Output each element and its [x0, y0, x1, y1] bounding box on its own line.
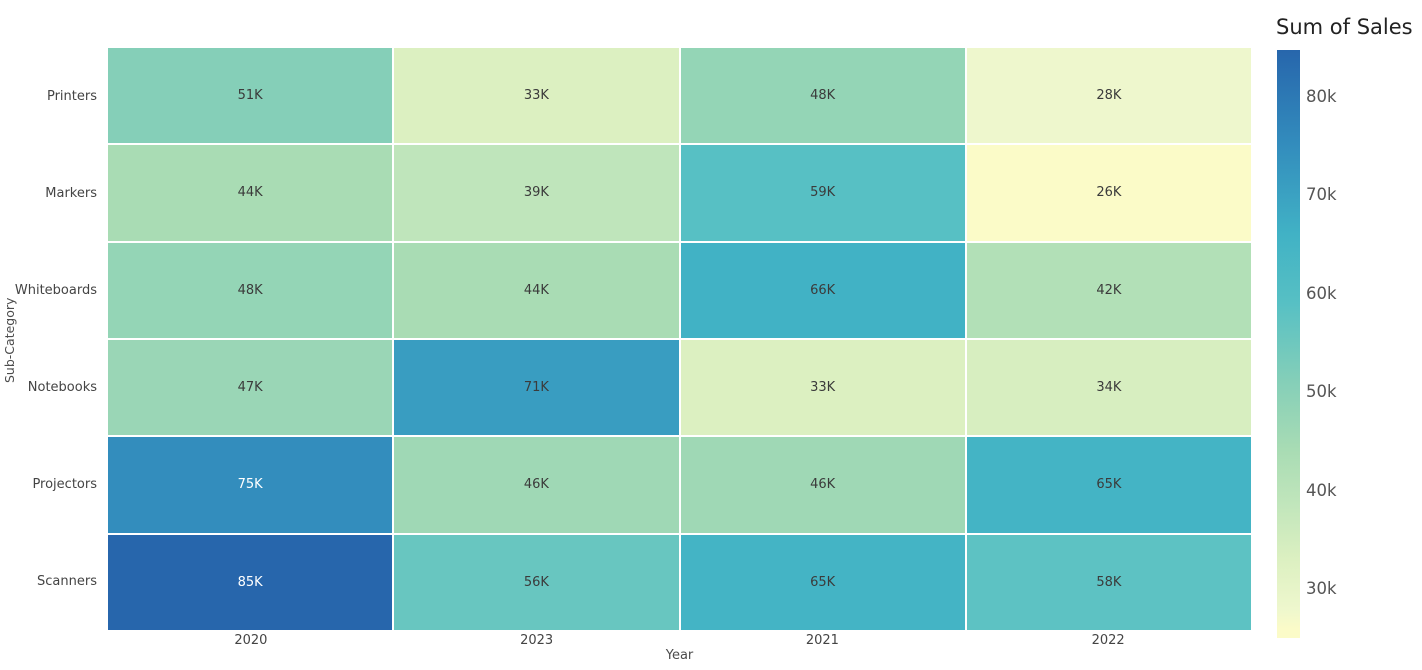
y-axis: Printers Markers Whiteboards Notebooks Proje… — [0, 48, 103, 630]
heatmap-cell[interactable]: 34K — [966, 340, 1251, 436]
heatmap-cell[interactable]: 85K — [108, 534, 393, 630]
heatmap-cell[interactable]: 47K — [108, 340, 393, 436]
x-tick-label: 2022 — [1091, 633, 1125, 648]
heatmap-cell[interactable]: 44K — [394, 242, 679, 338]
x-tick-label: 2021 — [805, 633, 839, 648]
heatmap-cell[interactable]: 46K — [394, 437, 679, 533]
x-axis-title: Year — [665, 648, 694, 663]
heatmap-cell[interactable]: 48K — [680, 48, 965, 144]
y-tick-label: Projectors — [32, 477, 97, 492]
heatmap-cell[interactable]: 71K — [394, 340, 679, 436]
colorbar-tick-label: 70k — [1306, 185, 1337, 205]
heatmap-cell[interactable]: 46K — [680, 437, 965, 533]
y-tick-label: Printers — [46, 89, 97, 104]
x-tick-label: 2023 — [520, 633, 554, 648]
heatmap-plot-area: 51K 33K 48K 28K 44K 39K 59K 26K 48K 44K 66K 42K 47K 7… — [108, 48, 1251, 630]
heatmap-cell[interactable]: 58K — [966, 534, 1251, 630]
heatmap-cell[interactable]: 28K — [966, 48, 1251, 144]
heatmap-cell[interactable]: 66K — [680, 242, 965, 338]
colorbar-tick-label: 30k — [1306, 579, 1337, 599]
legend-title: Sum of Sales — [1276, 15, 1413, 39]
colorbar-tick-label: 80k — [1306, 86, 1337, 106]
y-tick-label: Whiteboards — [14, 283, 97, 298]
x-axis: 2020 2023 2021 2022 — [108, 633, 1251, 650]
colorbar-tick-label: 40k — [1306, 480, 1337, 500]
heatmap-cell[interactable]: 48K — [108, 242, 393, 338]
heatmap-cell[interactable]: 33K — [680, 340, 965, 436]
y-tick-label: Notebooks — [27, 380, 97, 395]
y-tick-label: Scanners — [37, 574, 97, 589]
heatmap-cell[interactable]: 59K — [680, 145, 965, 241]
heatmap-cell[interactable]: 44K — [108, 145, 393, 241]
colorbar-gradient — [1277, 50, 1300, 638]
heatmap-cell[interactable]: 65K — [966, 437, 1251, 533]
heatmap-cell[interactable]: 39K — [394, 145, 679, 241]
colorbar-tick-label: 60k — [1306, 283, 1337, 303]
heatmap-cell[interactable]: 75K — [108, 437, 393, 533]
heatmap-cell[interactable]: 56K — [394, 534, 679, 630]
heatmap-cell[interactable]: 65K — [680, 534, 965, 630]
heatmap-cell[interactable]: 26K — [966, 145, 1251, 241]
heatmap-cell[interactable]: 51K — [108, 48, 393, 144]
x-tick-label: 2020 — [234, 633, 268, 648]
heatmap-cell[interactable]: 42K — [966, 242, 1251, 338]
heatmap-cell[interactable]: 33K — [394, 48, 679, 144]
y-tick-label: Markers — [45, 186, 97, 201]
colorbar-tick-label: 50k — [1306, 382, 1337, 402]
